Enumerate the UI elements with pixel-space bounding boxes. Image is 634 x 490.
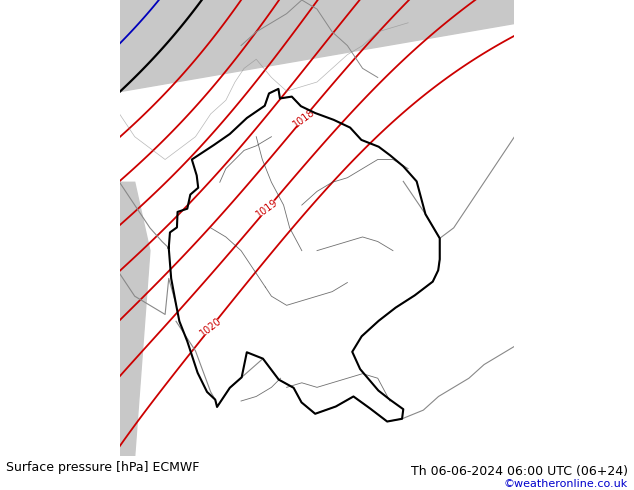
Text: 1020: 1020: [198, 316, 224, 339]
Text: 1017: 1017: [84, 281, 111, 301]
Polygon shape: [120, 182, 150, 456]
Polygon shape: [120, 0, 514, 91]
Text: 1019: 1019: [255, 197, 280, 220]
Text: 1018: 1018: [291, 106, 317, 129]
Text: ©weatheronline.co.uk: ©weatheronline.co.uk: [503, 479, 628, 489]
Text: Th 06-06-2024 06:00 UTC (06+24): Th 06-06-2024 06:00 UTC (06+24): [411, 465, 628, 478]
Text: Surface pressure [hPa] ECMWF: Surface pressure [hPa] ECMWF: [6, 462, 200, 474]
